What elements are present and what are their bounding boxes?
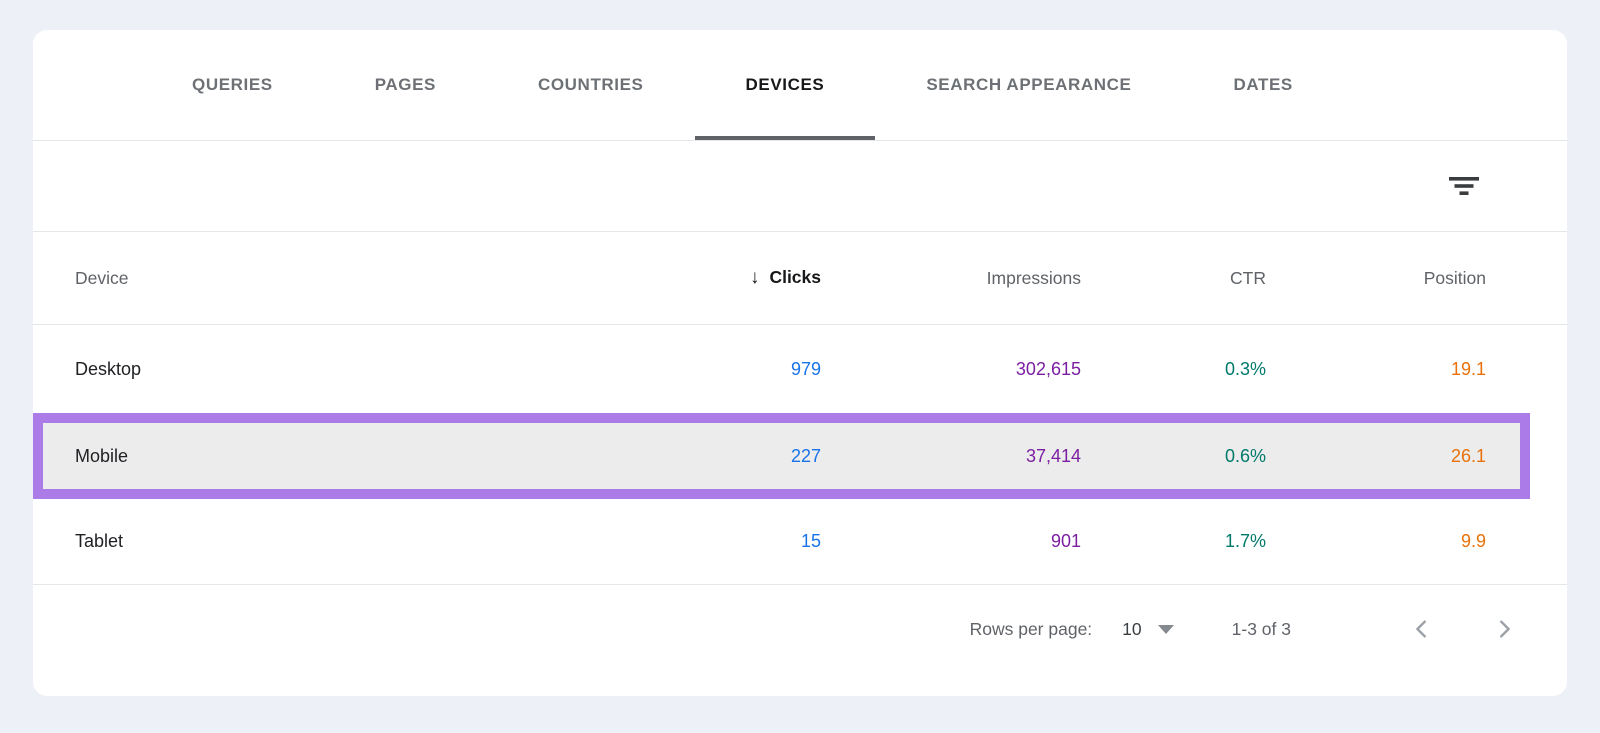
tab-queries[interactable]: QUERIES — [192, 75, 273, 94]
table-row-mobile-highlighted[interactable]: Mobile 227 37,414 0.6% 26.1 — [33, 413, 1530, 499]
rows-per-page-value[interactable]: 10 — [1122, 618, 1142, 639]
table-row-tablet[interactable]: Tablet 15 901 1.7% 9.9 — [33, 499, 1567, 585]
page-range-label: 1-3 of 3 — [1231, 618, 1291, 639]
device-cell: Tablet — [75, 531, 124, 551]
column-header-position[interactable]: Position — [1423, 267, 1486, 288]
filter-icon[interactable] — [1448, 174, 1480, 198]
ctr-cell: 0.3% — [1224, 358, 1266, 379]
column-header-device[interactable]: Device — [75, 267, 129, 288]
device-cell: Mobile — [75, 445, 129, 466]
performance-report-card: QUERIES PAGES COUNTRIES DEVICES SEARCH A… — [33, 30, 1567, 696]
rows-per-page-label: Rows per page: — [969, 618, 1093, 639]
position-cell: 9.9 — [1460, 531, 1486, 551]
tab-dates[interactable]: DATES — [1233, 75, 1293, 94]
pagination-bar: Rows per page: 10 1-3 of 3 — [33, 585, 1567, 673]
impressions-cell: 901 — [1050, 531, 1081, 551]
tab-pages[interactable]: PAGES — [374, 75, 436, 94]
clicks-cell: 15 — [800, 531, 821, 551]
ctr-cell: 1.7% — [1224, 531, 1266, 551]
position-cell: 26.1 — [1450, 445, 1486, 466]
device-cell: Desktop — [75, 358, 142, 379]
report-tabbar: QUERIES PAGES COUNTRIES DEVICES SEARCH A… — [33, 30, 1567, 141]
sort-desc-arrow-icon: ↓ — [749, 267, 760, 288]
impressions-cell: 302,615 — [1015, 358, 1081, 379]
clicks-cell: 227 — [790, 445, 821, 466]
table-row-desktop[interactable]: Desktop 979 302,615 0.3% 19.1 — [33, 325, 1567, 413]
table-toolbar — [33, 141, 1567, 232]
previous-page-chevron-icon[interactable] — [1411, 618, 1433, 640]
tab-countries[interactable]: COUNTRIES — [537, 75, 644, 94]
clicks-cell: 979 — [790, 358, 821, 379]
column-header-clicks[interactable]: ↓ Clicks — [749, 267, 821, 288]
next-page-chevron-icon[interactable] — [1493, 618, 1515, 640]
column-header-impressions[interactable]: Impressions — [986, 267, 1081, 288]
ctr-cell: 0.6% — [1224, 445, 1266, 466]
table-header-row: Device ↓ Clicks Impressions CTR Position — [33, 232, 1567, 325]
position-cell: 19.1 — [1450, 358, 1486, 379]
impressions-cell: 37,414 — [1025, 445, 1081, 466]
tab-devices[interactable]: DEVICES — [694, 30, 876, 140]
tab-search-appearance[interactable]: SEARCH APPEARANCE — [926, 75, 1132, 94]
rows-per-page-dropdown-icon[interactable] — [1157, 624, 1174, 634]
column-header-ctr[interactable]: CTR — [1230, 267, 1266, 288]
